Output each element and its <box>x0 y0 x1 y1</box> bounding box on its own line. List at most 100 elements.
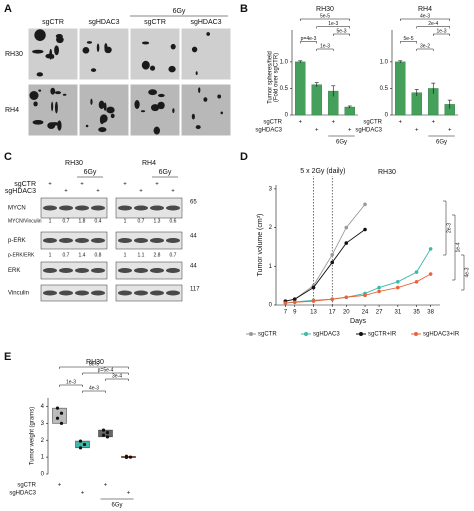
condition-mark: + <box>58 483 62 489</box>
condition-mark: + <box>331 120 335 126</box>
y-tick-label: 0 <box>269 303 273 309</box>
point <box>414 279 419 284</box>
bracket <box>333 33 350 36</box>
legend-marker <box>414 332 418 336</box>
y-tick-label: 1 <box>269 264 273 270</box>
condition-mark: + <box>81 491 85 497</box>
point <box>377 285 381 290</box>
sphere <box>191 46 198 53</box>
bracket <box>300 41 317 44</box>
blot <box>40 197 108 219</box>
sphere <box>153 126 161 135</box>
band <box>43 205 57 211</box>
sphere <box>141 60 150 70</box>
column-label: sgCTR <box>42 19 64 26</box>
box <box>52 407 67 424</box>
sphere <box>141 41 150 45</box>
band <box>166 268 180 273</box>
legend-marker <box>249 332 253 336</box>
sphere <box>151 104 160 112</box>
point <box>396 285 400 290</box>
sphere <box>220 111 223 115</box>
sphere <box>104 46 112 54</box>
point <box>78 446 83 450</box>
point <box>377 289 381 294</box>
sphere <box>217 94 222 99</box>
chart-title: RH30 <box>316 6 334 13</box>
panel-letter: E <box>4 351 11 363</box>
bracket <box>416 48 434 51</box>
band <box>75 205 89 211</box>
legend-label: sgHDAC3+IR <box>423 332 460 338</box>
x-tick-label: 27 <box>376 310 383 316</box>
sphere <box>54 101 58 114</box>
point <box>55 406 60 410</box>
band <box>59 290 73 296</box>
bracket <box>59 384 83 387</box>
sphere <box>103 102 107 111</box>
band <box>91 268 105 273</box>
bar <box>344 106 355 116</box>
x-tick-label: 24 <box>362 310 369 316</box>
p-value: 4e-3 <box>89 385 99 391</box>
mw-label: 44 <box>190 234 197 240</box>
point <box>82 442 87 447</box>
band <box>134 238 148 243</box>
sphere <box>140 110 146 113</box>
p-value: 5e-5 <box>403 36 413 42</box>
y-tick-label: 0 <box>285 113 289 119</box>
sphere <box>36 72 44 77</box>
blot <box>115 197 183 219</box>
y-label: Tumor volume (cm³) <box>257 214 264 277</box>
band <box>134 268 148 273</box>
sphere <box>98 127 107 133</box>
sphere <box>206 32 210 36</box>
band <box>134 205 148 211</box>
ratio-value: 1.4 <box>79 252 86 258</box>
sphere <box>195 71 198 76</box>
p-value: 1e-3 <box>436 28 446 34</box>
y-label: (Fold over sgCTR) <box>274 53 280 102</box>
point <box>283 301 288 305</box>
blot-label: p-ERK <box>8 238 26 244</box>
cell-line: RH30 <box>65 160 83 167</box>
y-tick-label: 1 <box>41 455 45 461</box>
sphere <box>32 119 44 125</box>
blot <box>40 284 108 302</box>
y-tick-label: 0.5 <box>280 86 289 92</box>
p-value: p=4e-3 <box>301 36 317 42</box>
bracket <box>59 366 129 369</box>
sphere <box>172 108 175 113</box>
p-value: 8e-5 <box>89 361 99 367</box>
annotation: 5 x 2Gy (daily) <box>300 168 345 175</box>
micrograph <box>180 27 232 81</box>
irradiation-box <box>293 166 353 176</box>
sphere <box>149 65 156 71</box>
bracket <box>400 18 450 21</box>
point <box>363 293 367 298</box>
column-label: sgHDAC3 <box>190 19 221 26</box>
p-value: 1e-3 <box>320 43 330 49</box>
blot <box>40 231 108 250</box>
sphere <box>157 93 165 98</box>
point <box>330 297 335 301</box>
ratio-value: 0.4 <box>95 218 102 224</box>
band <box>59 238 73 243</box>
sphere <box>56 36 64 44</box>
point <box>105 435 110 439</box>
point <box>292 297 297 301</box>
band <box>43 268 57 273</box>
condition-label: sgHDAC3 <box>355 128 382 134</box>
sphere <box>32 49 44 54</box>
series-line <box>285 229 366 302</box>
x-tick-label: 9 <box>293 310 297 316</box>
sphere <box>157 101 165 110</box>
sphere <box>195 125 201 130</box>
sphere <box>86 41 93 44</box>
sphere <box>45 53 55 59</box>
ratio-value: 1 <box>124 218 127 224</box>
sphere <box>90 68 97 72</box>
ratio-value: 0.7 <box>170 252 177 258</box>
group-label: 6Gy <box>173 8 186 15</box>
point <box>396 279 400 284</box>
